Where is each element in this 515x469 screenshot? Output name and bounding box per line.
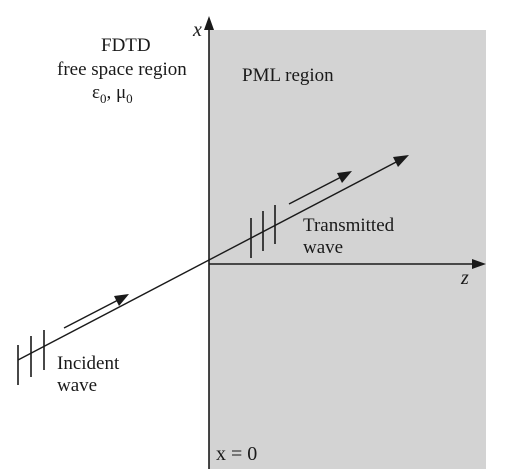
propagation-arrowhead bbox=[393, 155, 409, 167]
incident-arrow bbox=[63, 297, 123, 329]
propagation-line bbox=[17, 159, 401, 361]
z-axis-label: z bbox=[461, 267, 469, 289]
incident-wave-label: Incident wave bbox=[57, 353, 120, 396]
free-space-constants: ε0, μ0 bbox=[92, 82, 133, 106]
x-axis-arrowhead bbox=[204, 16, 214, 30]
transmitted-wave-label: Transmitted wave bbox=[303, 215, 395, 258]
x-axis-label: x bbox=[193, 19, 202, 41]
pml-region bbox=[209, 30, 486, 469]
free-space-region-label: free space region bbox=[57, 59, 187, 80]
transmitted-wavefronts bbox=[250, 205, 276, 258]
pml-region-label: PML region bbox=[242, 65, 334, 86]
z-axis-arrowhead bbox=[472, 259, 486, 269]
transmitted-arrow bbox=[288, 174, 346, 205]
transmitted-arrowhead bbox=[337, 171, 352, 183]
incident-arrowhead bbox=[114, 294, 129, 306]
free-space-title: FDTD bbox=[101, 35, 151, 56]
boundary-label: x = 0 bbox=[216, 443, 258, 465]
incident-wavefronts bbox=[17, 330, 45, 385]
